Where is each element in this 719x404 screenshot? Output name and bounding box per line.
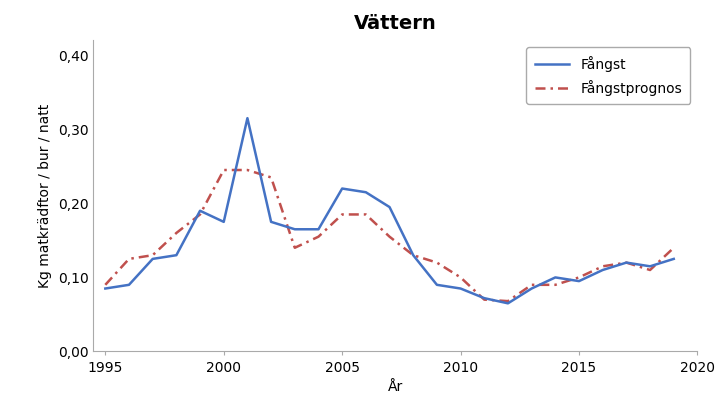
Fångstprognos [101,282,109,287]
Fångstprognos [669,245,678,250]
Fångst [196,208,204,213]
Fångst [148,257,157,261]
Title: Vättern: Vättern [354,14,437,33]
Fångstprognos [598,264,607,269]
Fångstprognos [172,231,180,236]
Fångst [551,275,559,280]
Fångstprognos [219,168,228,173]
Fångstprognos [243,168,252,173]
Fångst [598,267,607,272]
Y-axis label: Kg matkrädftor / bur / natt: Kg matkrädftor / bur / natt [38,104,52,288]
Fångstprognos [409,253,418,258]
Fångst [219,219,228,224]
Fångst [409,253,418,258]
Fångstprognos [622,260,631,265]
Fångst [314,227,323,231]
Fångst [574,279,583,284]
Fångst [362,190,370,195]
Fångst [172,253,180,258]
Fångst [527,286,536,291]
Fångstprognos [480,297,489,302]
Fångstprognos [267,175,275,180]
Fångst [622,260,631,265]
Fångstprognos [503,299,512,303]
Fångstprognos [574,275,583,280]
Line: Fångstprognos: Fångstprognos [105,170,674,301]
Fångstprognos [196,212,204,217]
Fångstprognos [385,234,394,239]
Fångstprognos [290,245,299,250]
Fångstprognos [148,253,157,258]
Fångstprognos [551,282,559,287]
Line: Fångst: Fångst [105,118,674,303]
Legend: Fångst, Fångstprognos: Fångst, Fångstprognos [526,47,690,104]
Fångst [267,219,275,224]
Fångstprognos [646,267,654,272]
Fångst [646,264,654,269]
X-axis label: År: År [388,380,403,394]
Fångstprognos [124,257,133,261]
Fångst [101,286,109,291]
Fångst [480,296,489,301]
Fångst [290,227,299,231]
Fångstprognos [314,234,323,239]
Fångst [457,286,465,291]
Fångst [669,257,678,261]
Fångstprognos [362,212,370,217]
Fångst [503,301,512,306]
Fångst [385,204,394,209]
Fångstprognos [457,275,465,280]
Fångst [338,186,347,191]
Fångst [124,282,133,287]
Fångstprognos [338,212,347,217]
Fångst [243,116,252,120]
Fångst [433,282,441,287]
Fångstprognos [527,282,536,287]
Fångstprognos [433,260,441,265]
